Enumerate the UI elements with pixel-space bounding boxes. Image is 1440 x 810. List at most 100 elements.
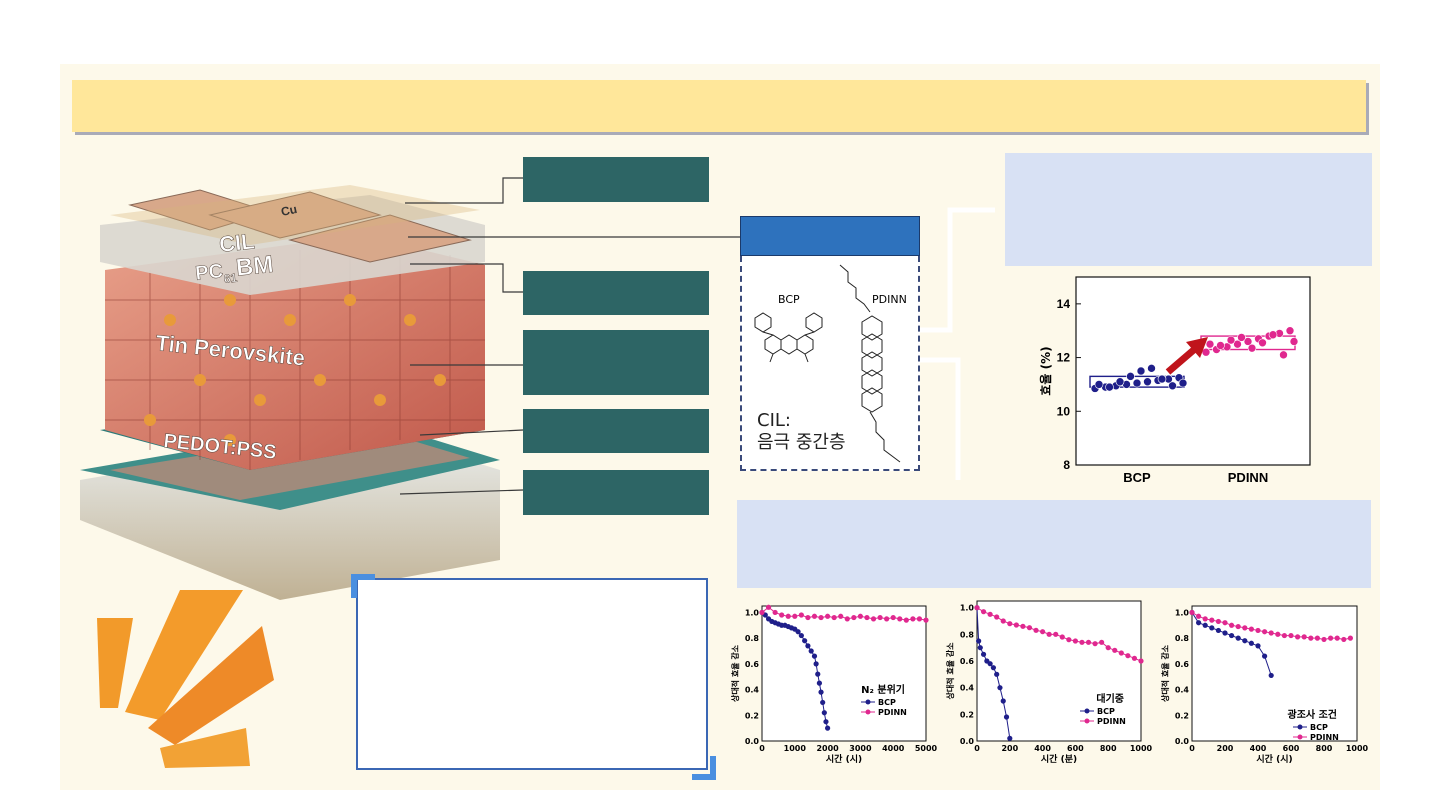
leader-lines — [399, 177, 740, 495]
eff-ytick-label: 8 — [1063, 458, 1070, 472]
perovskite-atoms — [144, 294, 446, 446]
eff-point-bcp — [1168, 381, 1177, 391]
eff-point-pdinn — [1226, 335, 1236, 345]
stab-point-pdinn — [910, 616, 916, 622]
stability-description-panel — [737, 500, 1371, 588]
stab-legend-marker — [1297, 734, 1303, 740]
eff-point-bcp — [1147, 364, 1156, 373]
stab-xtick-label: 0 — [759, 744, 765, 753]
perovskite-layer-box — [523, 330, 709, 395]
stab-point-pdinn — [857, 613, 864, 619]
stab-point-pdinn — [1046, 631, 1052, 637]
stab-point-bcp — [1007, 735, 1013, 741]
eff-point-bcp — [1143, 377, 1152, 387]
eff-arrow-shaft — [1165, 345, 1199, 375]
stab-ytick-label: 0.2 — [1175, 711, 1189, 720]
eff-point-pdinn — [1289, 337, 1299, 346]
stab-point-bcp — [811, 653, 818, 659]
title-bar — [72, 80, 1366, 132]
stab-point-pdinn — [877, 614, 883, 621]
stab-point-bcp — [1248, 640, 1254, 646]
stab-ylabel: 상대적 효율 감소 — [945, 642, 955, 700]
stab-point-bcp — [820, 699, 826, 706]
stab-point-bcp — [1242, 638, 1248, 644]
stab-point-pdinn — [785, 613, 791, 619]
stab-point-pdinn — [923, 617, 929, 623]
eff-point-bcp — [1178, 378, 1188, 388]
stab-point-bcp — [1222, 630, 1228, 636]
stab-ylabel: 상대적 효율 감소 — [1160, 644, 1170, 702]
stab-point-pdinn — [1288, 632, 1294, 639]
stab-point-bcp — [994, 671, 1000, 677]
stab-point-pdinn — [1085, 639, 1092, 645]
stab-point-pdinn — [870, 616, 877, 622]
stab-point-bcp — [805, 643, 811, 649]
pedot-layer-box — [523, 409, 709, 453]
stab-point-bcp — [1268, 672, 1274, 679]
eff-point-pdinn — [1233, 339, 1242, 349]
cu-label: Cu — [280, 202, 299, 219]
eff-point-bcp — [1132, 378, 1142, 388]
stab-ytick-label: 0.2 — [960, 710, 974, 719]
stab-point-bcp — [823, 719, 829, 725]
stab-point-bcp — [808, 648, 814, 654]
stab-point-pdinn — [838, 613, 844, 619]
stab-point-pdinn — [1118, 650, 1124, 656]
stab-point-bcp — [1202, 622, 1208, 628]
stab-xlabel: 시간 (시) — [1256, 753, 1292, 765]
stab-point-pdinn — [1281, 632, 1287, 639]
eff-ylabel: 효율 (%) — [1039, 346, 1053, 395]
eff-point-bcp — [1115, 377, 1125, 387]
stab-point-pdinn — [1131, 655, 1138, 661]
cil-caption-line1: CIL: — [757, 410, 791, 431]
stab-point-pdinn — [903, 617, 909, 623]
eff-point-bcp — [1126, 372, 1135, 381]
stab-xlabel: 시간 (시) — [826, 753, 862, 765]
stab-point-pdinn — [1040, 629, 1046, 635]
eff-category-label: PDINN — [1228, 470, 1268, 485]
stab-ytick-label: 0.8 — [960, 630, 975, 639]
stab-point-pdinn — [1222, 620, 1228, 626]
stab-point-pdinn — [1053, 631, 1059, 637]
stab-xtick-label: 5000 — [915, 744, 938, 753]
stab-panel-label: 광조사 조건 — [1288, 708, 1337, 721]
stab-ytick-label: 0.2 — [745, 711, 759, 720]
stab-point-pdinn — [864, 614, 870, 621]
stab-point-pdinn — [884, 616, 890, 622]
stab-point-bcp — [990, 665, 997, 671]
stab-point-pdinn — [811, 613, 818, 619]
stab-point-bcp — [1209, 625, 1215, 631]
stab-point-pdinn — [1189, 609, 1195, 616]
stab-point-pdinn — [1334, 635, 1340, 641]
stab-point-bcp — [802, 638, 808, 644]
stab-point-pdinn — [1215, 618, 1221, 625]
eff-point-pdinn — [1258, 338, 1267, 348]
stab-legend-marker — [1297, 724, 1303, 730]
stab-point-pdinn — [1328, 635, 1334, 641]
stab-point-pdinn — [916, 616, 923, 622]
stab-xlabel: 시간 (분) — [1041, 753, 1077, 765]
stab-point-pdinn — [1268, 630, 1274, 636]
cil-label: CIL — [218, 228, 256, 257]
eff-point-pdinn — [1247, 343, 1257, 353]
stab-ytick-label: 1.0 — [960, 604, 975, 613]
stab-legend-marker — [865, 699, 871, 705]
stab-point-pdinn — [798, 612, 804, 618]
note-corner-top-left — [351, 574, 375, 598]
connector-brackets — [920, 207, 995, 480]
stab-point-bcp — [1255, 643, 1261, 649]
stab-point-pdinn — [1248, 626, 1254, 632]
stab-ytick-label: 0.0 — [1175, 737, 1190, 746]
ito-layer-box — [523, 470, 709, 515]
stab-xtick-label: 1000 — [1346, 744, 1369, 753]
stab-point-pdinn — [1295, 634, 1301, 640]
stab-point-pdinn — [765, 604, 772, 610]
stab-point-pdinn — [890, 614, 896, 621]
cil-caption: CIL: 음극 중간층 — [757, 410, 846, 454]
stab-point-pdinn — [1255, 627, 1261, 634]
cil-caption-line2: 음극 중간층 — [757, 432, 846, 453]
stab-point-pdinn — [1235, 623, 1241, 630]
eff-point-pdinn — [1216, 341, 1225, 350]
